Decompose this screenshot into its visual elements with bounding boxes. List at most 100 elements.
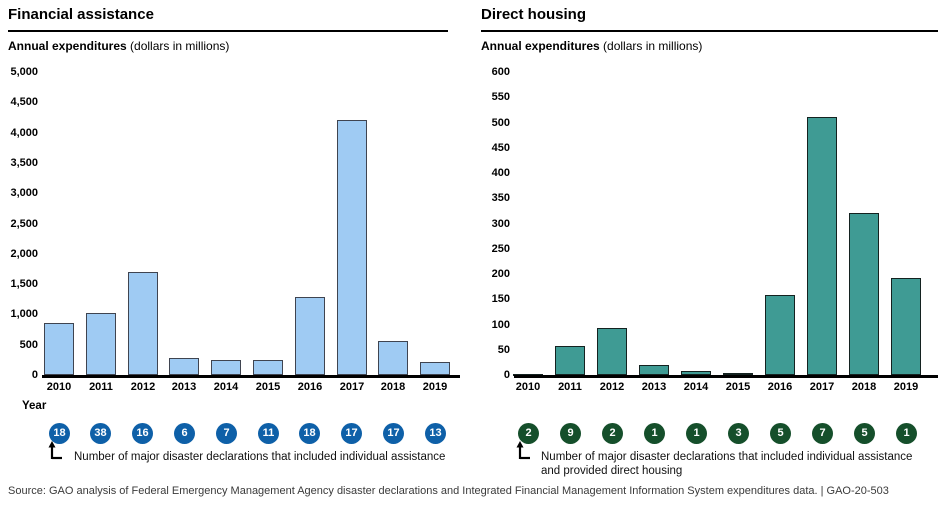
disaster-count-badge: 17 [341, 423, 362, 444]
disaster-count-badge: 7 [216, 423, 237, 444]
left-panel-subtitle: Annual expenditures (dollars in millions… [8, 39, 229, 53]
disaster-count-badge: 18 [49, 423, 70, 444]
right-caption-line: and provided direct housing [541, 465, 683, 477]
x-tick-label: 2013 [171, 381, 197, 393]
y-tick-label: 400 [491, 167, 510, 179]
y-tick-label: 2,000 [10, 248, 38, 260]
bar-2012 [128, 272, 158, 375]
left-panel-title: Financial assistance [8, 6, 448, 32]
bar-2012 [597, 328, 627, 375]
x-tick-label: 2013 [641, 381, 667, 393]
y-tick-label: 1,500 [10, 278, 38, 290]
disaster-count-badge: 7 [812, 423, 833, 444]
x-tick-label: 2014 [683, 381, 709, 393]
y-tick-label: 500 [491, 117, 510, 129]
disaster-count-badge: 38 [90, 423, 111, 444]
y-tick-label: 0 [503, 369, 510, 381]
x-tick-label: 2015 [725, 381, 751, 393]
disaster-count-badge: 5 [770, 423, 791, 444]
y-tick-label: 200 [491, 268, 510, 280]
right-subtitle-units: (dollars in millions) [599, 39, 703, 53]
bar-2014 [681, 371, 711, 375]
bar-2013 [169, 358, 199, 375]
y-tick-label: 2,500 [10, 218, 38, 230]
left-badge-caption: Number of major disaster declarations th… [74, 450, 460, 464]
left-subtitle-units: (dollars in millions) [126, 39, 230, 53]
x-tick-label: 2011 [89, 381, 113, 393]
bar-2011 [555, 346, 585, 375]
direct-housing-chart: 600 550 500 450 400 350 300 250 200 150 100 50 0 2010… [479, 60, 945, 460]
financial-assistance-chart: 5,000 4,500 4,000 3,500 3,000 2,500 2,000 1,500… [8, 60, 468, 460]
x-tick-label: 2012 [130, 381, 156, 393]
bar-2018 [378, 341, 408, 375]
x-tick-label: 2012 [599, 381, 625, 393]
bar-2019 [420, 362, 450, 375]
disaster-count-badge: 2 [518, 423, 539, 444]
disaster-count-badge: 17 [383, 423, 404, 444]
disaster-count-badge: 2 [602, 423, 623, 444]
y-tick-label: 100 [491, 319, 510, 331]
disaster-count-badge: 3 [728, 423, 749, 444]
x-tick-label: 2019 [422, 381, 448, 393]
disaster-count-badge: 1 [686, 423, 707, 444]
y-tick-label: 0 [31, 369, 38, 381]
right-caption-line: Number of major disaster declarations th… [541, 451, 913, 463]
x-tick-label: 2016 [297, 381, 323, 393]
y-tick-label: 550 [491, 91, 510, 103]
right-panel-title: Direct housing [481, 6, 938, 32]
x-tick-label: 2017 [809, 381, 835, 393]
bar-2016 [295, 297, 325, 375]
x-tick-label: 2014 [213, 381, 239, 393]
right-subtitle-bold: Annual expenditures [481, 39, 600, 53]
disaster-count-badge: 6 [174, 423, 195, 444]
bar-2015 [723, 373, 753, 375]
disaster-count-badge: 5 [854, 423, 875, 444]
y-tick-label: 150 [491, 293, 510, 305]
disaster-count-badge: 18 [299, 423, 320, 444]
disaster-count-badge: 1 [644, 423, 665, 444]
y-tick-label: 5,000 [10, 66, 38, 78]
disaster-count-badge: 1 [896, 423, 917, 444]
y-tick-label: 500 [19, 339, 38, 351]
callout-arrow-icon [48, 441, 62, 460]
y-tick-label: 250 [491, 243, 510, 255]
bar-2018 [849, 213, 879, 375]
x-tick-label: 2019 [893, 381, 919, 393]
bar-2011 [86, 313, 116, 375]
x-axis-label-year: Year [22, 400, 47, 412]
x-axis-line [514, 375, 938, 378]
y-tick-label: 4,500 [10, 96, 38, 108]
y-tick-label: 300 [491, 218, 510, 230]
bar-2013 [639, 365, 669, 375]
bar-2015 [253, 360, 283, 375]
bar-2014 [211, 360, 241, 375]
x-tick-label: 2010 [515, 381, 541, 393]
y-tick-label: 350 [491, 192, 510, 204]
bar-2017 [337, 120, 367, 375]
disaster-count-badge: 16 [132, 423, 153, 444]
y-tick-label: 50 [497, 344, 510, 356]
x-axis-line [42, 375, 460, 378]
bar-2017 [807, 117, 837, 375]
disaster-count-badge: 11 [258, 423, 279, 444]
x-tick-label: 2017 [339, 381, 365, 393]
y-tick-label: 1,000 [10, 308, 38, 320]
y-tick-label: 4,000 [10, 127, 38, 139]
x-tick-label: 2015 [255, 381, 281, 393]
left-caption-line: Number of major disaster declarations th… [74, 451, 446, 463]
y-tick-label: 3,500 [10, 157, 38, 169]
bar-2019 [891, 278, 921, 375]
source-line: Source: GAO analysis of Federal Emergenc… [8, 485, 889, 497]
x-tick-label: 2018 [380, 381, 406, 393]
y-tick-label: 450 [491, 142, 510, 154]
left-subtitle-bold: Annual expenditures [8, 39, 127, 53]
y-tick-label: 3,000 [10, 187, 38, 199]
bar-2016 [765, 295, 795, 375]
bar-2010 [44, 323, 74, 375]
disaster-count-badge: 13 [425, 423, 446, 444]
y-tick-label: 600 [491, 66, 510, 78]
x-tick-label: 2016 [767, 381, 793, 393]
right-badge-caption: Number of major disaster declarations th… [541, 450, 941, 478]
disaster-count-badge: 9 [560, 423, 581, 444]
